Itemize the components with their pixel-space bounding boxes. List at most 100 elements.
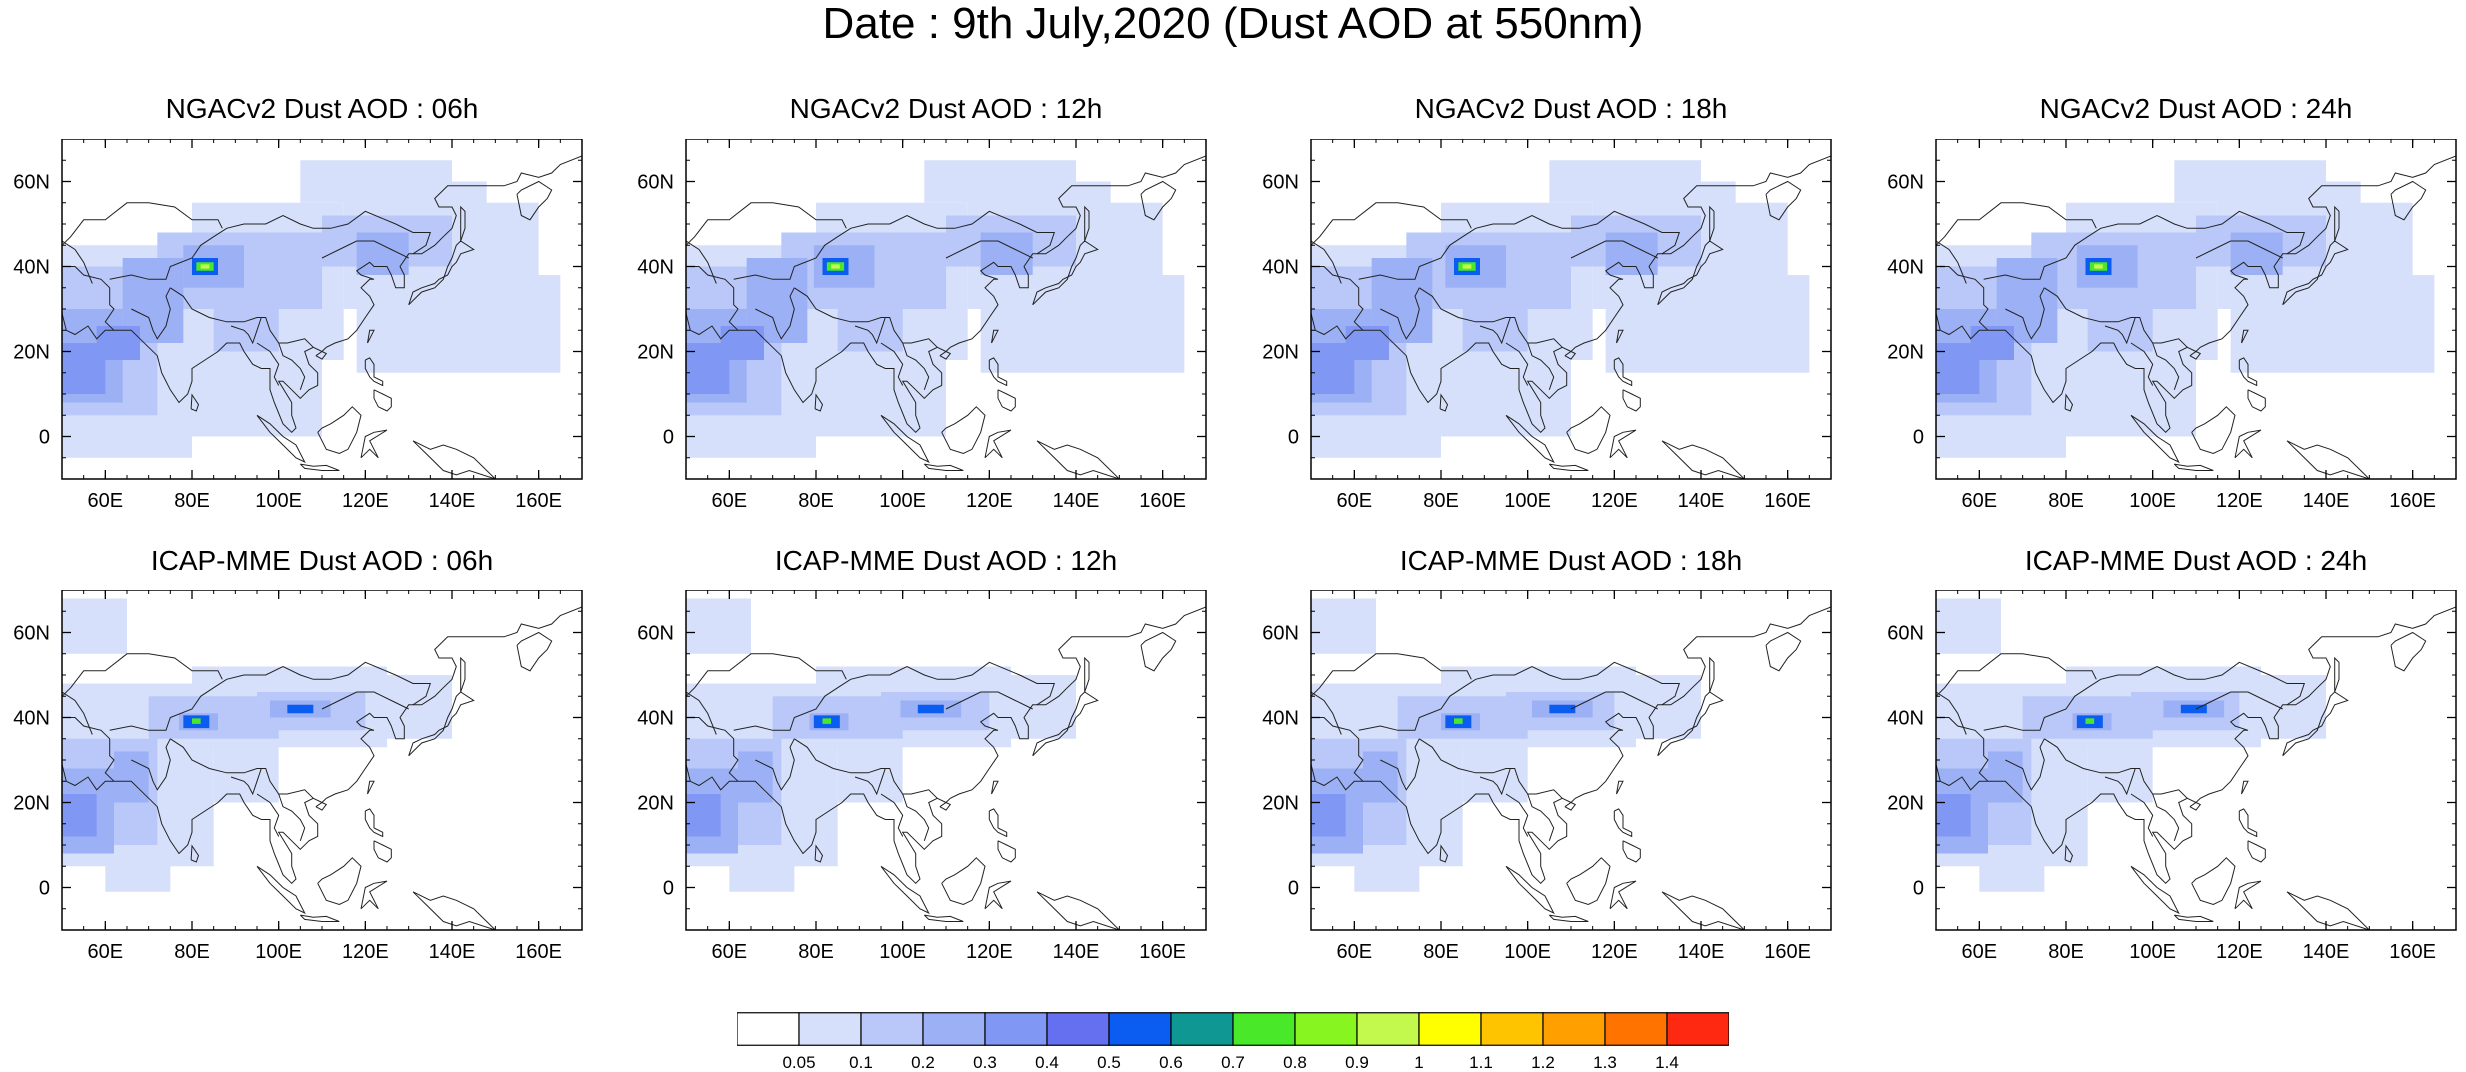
lon-tick-label: 80E <box>1423 490 1459 512</box>
coastline <box>190 844 200 863</box>
coastline <box>516 631 553 672</box>
coastline <box>315 801 328 811</box>
coastline <box>1439 844 1449 863</box>
coastline <box>880 793 904 837</box>
coastline <box>923 463 964 471</box>
lon-tick-label: 60E <box>712 490 748 512</box>
aod-cell <box>1549 160 1701 203</box>
lon-tick-label: 80E <box>798 490 834 512</box>
coastline <box>1983 210 2305 280</box>
panel-title: ICAP-MME Dust AOD : 06h <box>150 545 494 576</box>
lon-tick-label: 100E <box>1504 941 1551 963</box>
coastline <box>2044 287 2188 348</box>
coastline <box>62 240 93 284</box>
aod-cell <box>1354 845 1420 892</box>
aod-cell <box>1462 264 1472 269</box>
lon-tick-label: 80E <box>2048 941 2084 963</box>
lon-tick-label: 80E <box>798 941 834 963</box>
colorbar-swatch <box>1046 1012 1110 1046</box>
coastline <box>1419 738 1563 799</box>
coastline <box>1380 738 1420 791</box>
coastline <box>2152 342 2180 390</box>
lon-tick-label: 100E <box>255 941 302 963</box>
coastline <box>1505 865 1555 915</box>
coastline <box>2064 844 2074 863</box>
map-plot: 60E 80E 100E 120E 140E 160E 60N 40N 20N 0 <box>1262 590 1832 963</box>
coastline <box>1936 266 1989 331</box>
coastline <box>686 606 1206 885</box>
map-panel: 60E 80E 100E 120E 140E 160E 60N 40N 20N 0 <box>1881 590 2466 980</box>
aod-cell <box>300 160 452 203</box>
coastlines <box>686 155 1206 479</box>
coastline <box>360 429 388 459</box>
aod-cell <box>213 309 279 352</box>
aod-cell <box>192 718 201 724</box>
coastline <box>945 691 1033 710</box>
coastline <box>2247 389 2266 412</box>
map-plot: 60E 80E 100E 120E 140E 160E 60N 40N 20N 0 <box>637 590 1207 963</box>
coastline <box>2282 240 2349 306</box>
coastline <box>2195 240 2283 259</box>
lat-tick-label: 60N <box>1887 172 1924 194</box>
coastline <box>1527 342 1555 390</box>
coastline <box>2241 329 2249 344</box>
aod-cell <box>1936 794 1971 837</box>
coastline <box>317 406 362 455</box>
aod-cell <box>980 275 1185 373</box>
colorbar-label: 1 <box>1414 1053 1424 1072</box>
aod-cell <box>387 675 452 739</box>
lon-tick-label: 100E <box>2129 941 2176 963</box>
coastline <box>1380 287 1420 340</box>
coastlines <box>62 155 582 479</box>
map-panel: 60E 80E 100E 120E 140E 160E 60N 40N 20N 0 <box>1256 590 1846 980</box>
coastline <box>1765 180 1802 221</box>
panel-title: NGACv2 Dust AOD : 12h <box>789 93 1103 124</box>
dust-aod-field <box>1311 160 1810 458</box>
aod-cell <box>114 751 149 803</box>
lat-tick-label: 0 <box>1913 878 1924 900</box>
coastline <box>686 240 717 284</box>
colorbar-swatch <box>1418 1012 1482 1046</box>
coastline <box>1616 329 1624 344</box>
coastline <box>1002 929 1063 930</box>
coastline <box>984 429 1012 459</box>
colorbar-label: 0.6 <box>1159 1053 1183 1072</box>
map-plot: 60E 80E 100E 120E 140E 160E 60N 40N 20N 0 <box>13 590 583 963</box>
coastline <box>2195 691 2283 710</box>
colorbar-label: 0.2 <box>911 1053 935 1072</box>
coastlines <box>1936 155 2456 479</box>
coastline <box>880 342 904 386</box>
coastline <box>854 768 886 796</box>
colorbar-swatch <box>984 1012 1048 1046</box>
lon-tick-label: 160E <box>1139 941 1186 963</box>
colorbar-label: 0.05 <box>782 1053 816 1072</box>
coastline <box>1311 717 1364 782</box>
coastline <box>1936 691 1967 735</box>
colorbar-swatch <box>1232 1012 1296 1046</box>
coastline <box>62 717 115 782</box>
dust-aod-field <box>1936 160 2435 458</box>
coastline <box>814 393 824 412</box>
lat-tick-label: 20N <box>1262 793 1299 815</box>
panel-title: ICAP-MME Dust AOD : 18h <box>1399 545 1743 576</box>
coastline <box>364 808 384 838</box>
lat-tick-label: 40N <box>637 708 674 730</box>
lon-tick-label: 140E <box>2303 490 2350 512</box>
lon-tick-label: 140E <box>429 941 476 963</box>
coastline <box>2252 478 2313 479</box>
map-plot: 60E 80E 100E 120E 140E 160E 60N 40N 20N 0 <box>1887 139 2457 512</box>
aod-cell <box>2230 275 2435 373</box>
colorbar-swatch <box>1480 1012 1544 1046</box>
coastline <box>991 329 999 344</box>
coastline <box>1311 266 1364 331</box>
coastline <box>814 844 824 863</box>
lat-tick-label: 60N <box>1262 172 1299 194</box>
coastline <box>1505 793 1529 837</box>
coastline <box>686 717 739 782</box>
coastline <box>2334 205 2340 242</box>
panel-title: ICAP-MME Dust AOD : 12h <box>774 545 1118 576</box>
coastline <box>2173 914 2214 922</box>
coastline <box>1032 691 1099 757</box>
colorbar-label: 0.4 <box>1035 1053 1059 1072</box>
coastline <box>2104 317 2136 345</box>
